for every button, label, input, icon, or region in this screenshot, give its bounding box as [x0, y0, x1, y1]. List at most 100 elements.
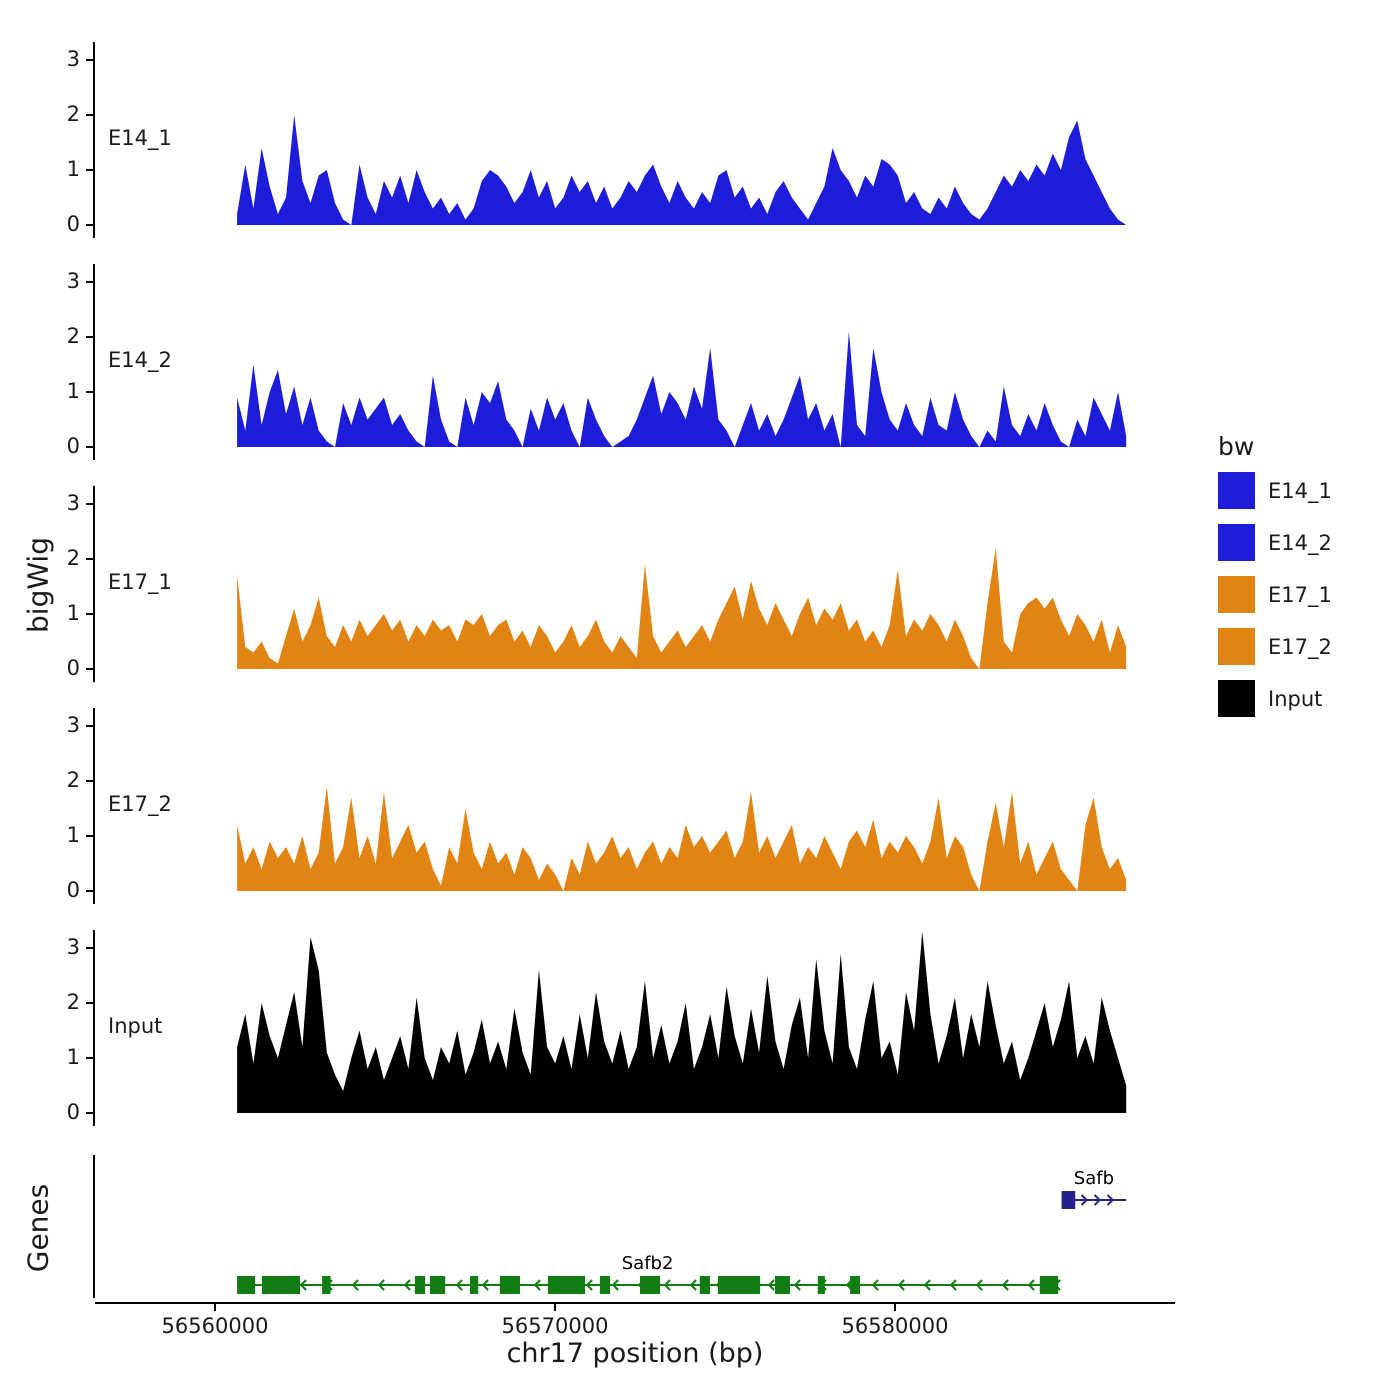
- genes-axis-line: [93, 1155, 95, 1298]
- gene-strand-arrow-icon: [403, 1279, 411, 1291]
- gene-strand-arrow-icon: [767, 1279, 775, 1291]
- y-tick-label: 3: [66, 269, 80, 293]
- genes-area: Safb Safb2: [237, 1168, 1127, 1294]
- coverage-polygon-E14_2: [237, 331, 1127, 447]
- gene-strand-arrow-icon: [611, 1279, 619, 1291]
- y-tick: [86, 336, 93, 338]
- gene-strand-arrow-icon: [923, 1279, 931, 1291]
- gene-exon-Safb2: [817, 1276, 825, 1294]
- track-area-E17_1: [237, 548, 1127, 669]
- x-tick: [894, 1302, 896, 1311]
- gene-label-Safb: Safb: [1074, 1168, 1114, 1189]
- gene-strand-arrow-icon: [351, 1279, 359, 1291]
- gene-exon-Safb2: [547, 1276, 585, 1294]
- coverage-polygon-Input: [237, 931, 1127, 1113]
- y-tick: [86, 613, 93, 615]
- track-area-Input: [237, 931, 1127, 1113]
- y-tick: [86, 835, 93, 837]
- y-tick-label: 0: [66, 878, 80, 902]
- track-area-E14_1: [237, 115, 1127, 225]
- y-tick-label: 0: [66, 434, 80, 458]
- gene-strand-arrow-icon: [1001, 1279, 1009, 1291]
- gene-exon-Safb2: [717, 1276, 761, 1294]
- track-area-E14_2: [237, 331, 1127, 447]
- track-label-Input: Input: [108, 1014, 163, 1038]
- gene-exon-Safb: [1061, 1191, 1076, 1209]
- y-tick: [86, 59, 93, 61]
- y-tick: [86, 947, 93, 949]
- y-tick-label: 3: [66, 47, 80, 71]
- y-tick-label: 1: [66, 157, 80, 181]
- gene-exon-Safb2: [322, 1276, 331, 1294]
- coverage-polygon-E14_1: [237, 115, 1127, 225]
- x-tick-label: 56560000: [161, 1314, 269, 1338]
- legend-swatch-E17_2: [1218, 628, 1255, 665]
- y-tick: [86, 725, 93, 727]
- y-tick: [86, 668, 93, 670]
- gene-strand-arrow-icon: [1080, 1194, 1089, 1206]
- legend-swatch-Input: [1218, 680, 1255, 717]
- y-tick: [86, 169, 93, 171]
- gene-strand-arrow-icon: [793, 1279, 801, 1291]
- y-tick-label: 0: [66, 656, 80, 680]
- gene-strand-arrow-icon: [975, 1279, 983, 1291]
- y-tick-label: 3: [66, 935, 80, 959]
- x-tick: [214, 1302, 216, 1311]
- y-axis-line-E14_2: [93, 264, 95, 460]
- legend-swatch-E14_1: [1218, 472, 1255, 509]
- y-tick-label: 2: [66, 768, 80, 792]
- y-tick-label: 2: [66, 990, 80, 1014]
- gene-exon-Safb2: [499, 1276, 520, 1294]
- gene-strand-arrow-icon: [663, 1279, 671, 1291]
- legend-label-E17_1: E17_1: [1268, 583, 1332, 607]
- y-tick: [86, 1002, 93, 1004]
- gene-strand-arrow-icon: [585, 1279, 593, 1291]
- x-tick-label: 56570000: [501, 1314, 609, 1338]
- y-tick: [86, 558, 93, 560]
- y-tick: [86, 114, 93, 116]
- track-label-E17_1: E17_1: [108, 570, 172, 594]
- y-axis-line-E17_1: [93, 486, 95, 682]
- y-tick-label: 0: [66, 1100, 80, 1124]
- legend-swatch-E17_1: [1218, 576, 1255, 613]
- gene-strand-arrow-icon: [377, 1279, 385, 1291]
- y-tick-label: 2: [66, 546, 80, 570]
- gene-strand-arrow-icon: [455, 1279, 463, 1291]
- x-tick: [554, 1302, 556, 1311]
- legend-swatch-E14_2: [1218, 524, 1255, 561]
- y-tick-label: 1: [66, 1045, 80, 1069]
- gene-exon-Safb2: [850, 1276, 860, 1294]
- gene-strand-arrow-icon: [481, 1279, 489, 1291]
- track-label-E17_2: E17_2: [108, 792, 172, 816]
- y-tick: [86, 224, 93, 226]
- legend-label-E17_2: E17_2: [1268, 635, 1332, 659]
- gene-exon-Safb2: [599, 1276, 611, 1294]
- y-tick: [86, 780, 93, 782]
- gene-strand-arrow-icon: [533, 1279, 541, 1291]
- gene-exon-Safb2: [699, 1276, 710, 1294]
- gene-strand-arrow-icon: [871, 1279, 879, 1291]
- gene-exon-Safb2: [237, 1276, 256, 1294]
- gene-exon-Safb2: [470, 1276, 479, 1294]
- gene-exon-Safb2: [429, 1276, 446, 1294]
- y-tick: [86, 503, 93, 505]
- gene-strand-arrow-icon: [1106, 1194, 1115, 1206]
- y-tick-label: 0: [66, 212, 80, 236]
- y-tick: [86, 1112, 93, 1114]
- y-tick: [86, 1057, 93, 1059]
- y-tick: [86, 890, 93, 892]
- x-axis-title: chr17 position (bp): [506, 1338, 764, 1369]
- gene-strand-arrow-icon: [897, 1279, 905, 1291]
- legend-title: bw: [1218, 432, 1255, 461]
- legend-label-E14_2: E14_2: [1268, 531, 1332, 555]
- gene-exon-Safb2: [261, 1276, 300, 1294]
- x-tick-label: 56580000: [841, 1314, 949, 1338]
- y-tick-label: 1: [66, 379, 80, 403]
- gene-strand-arrow-icon: [689, 1279, 697, 1291]
- legend-label-E14_1: E14_1: [1268, 479, 1332, 503]
- y-axis-line-E17_2: [93, 708, 95, 904]
- gene-exon-Safb2: [640, 1276, 661, 1294]
- x-axis-line: [95, 1302, 1175, 1304]
- y-tick-label: 3: [66, 713, 80, 737]
